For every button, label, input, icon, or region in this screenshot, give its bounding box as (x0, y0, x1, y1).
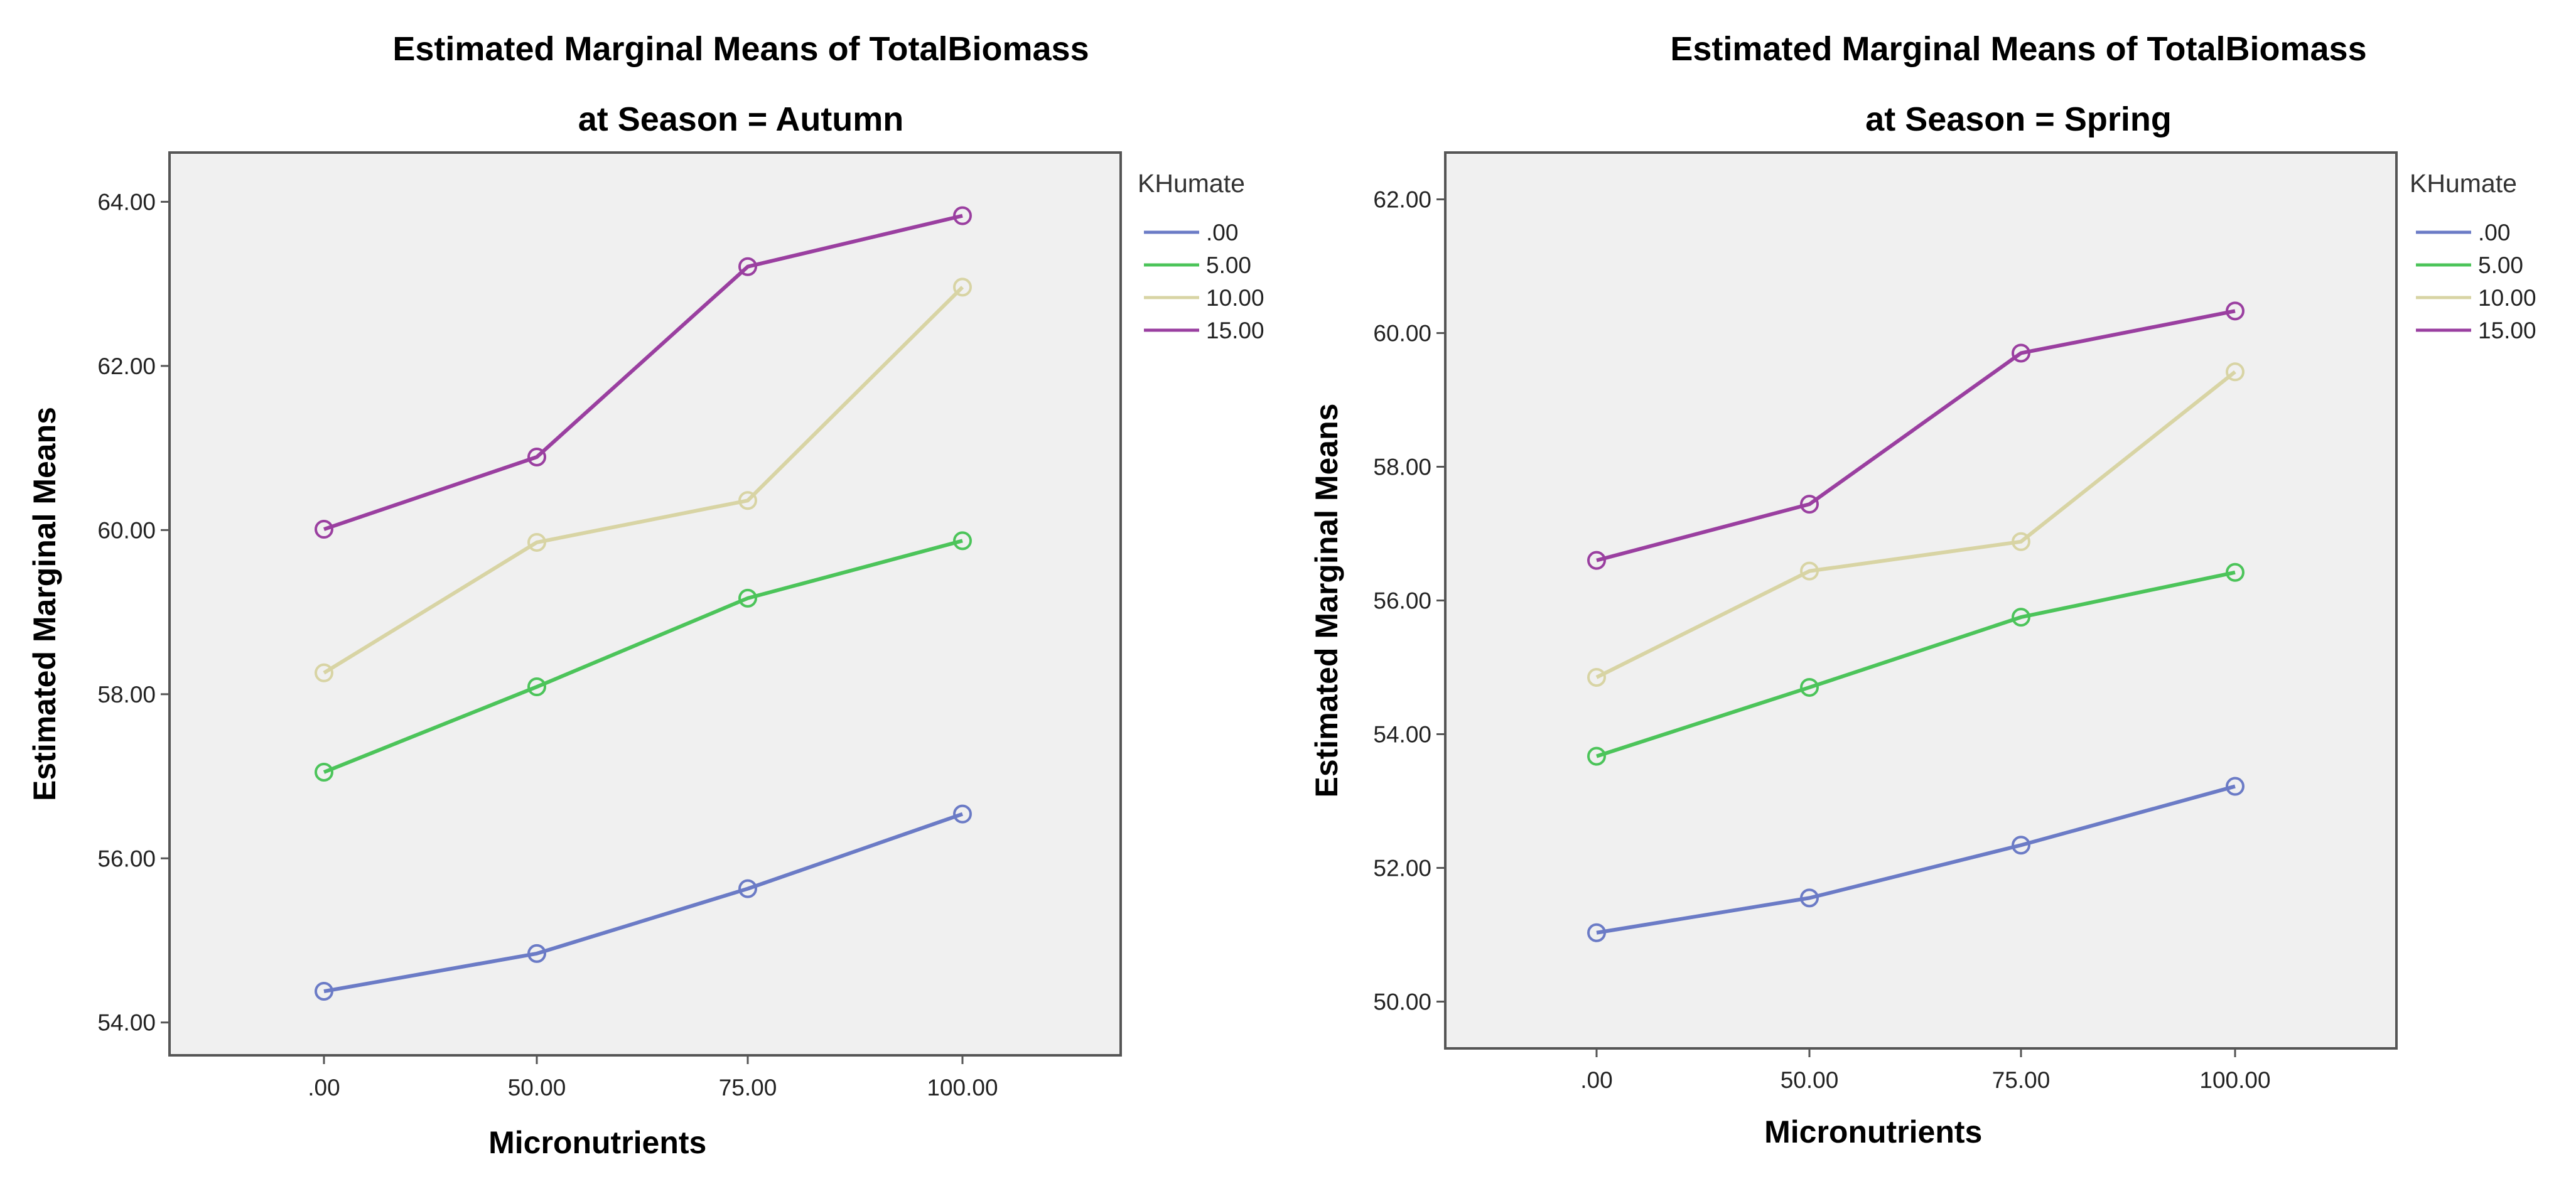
data-point (1587, 923, 1606, 942)
data-point (953, 206, 972, 225)
data-point (527, 447, 546, 466)
data-point (527, 532, 546, 552)
chart-subtitle: at Season = Spring (1865, 100, 2172, 138)
y-axis-title: Estimated Marginal Means (27, 407, 62, 801)
series-line (1596, 309, 2236, 562)
data-point (738, 491, 757, 510)
legend-label: .00 (2478, 220, 2510, 245)
x-tick-label: .00 (308, 1075, 340, 1101)
data-point (315, 982, 333, 1001)
data-point (2012, 608, 2030, 627)
series-p00 (1587, 777, 2245, 942)
plot-area (168, 151, 1122, 1057)
x-tick-label: 75.00 (719, 1075, 777, 1101)
x-tick-label: 50.00 (508, 1075, 566, 1101)
data-point (738, 588, 757, 608)
data-point (315, 762, 333, 782)
chart-title: Estimated Marginal Means of TotalBiomass (1670, 30, 2366, 68)
data-point (315, 520, 333, 539)
legend-label: 5.00 (2478, 252, 2523, 278)
legend-label: .00 (1206, 220, 1238, 245)
y-tick-label: 56.00 (1373, 588, 1431, 614)
data-point (2012, 836, 2030, 855)
plot-area (1444, 151, 2398, 1050)
series-5p00 (1587, 562, 2245, 766)
y-tick-label: 62.00 (1373, 187, 1431, 213)
legend: KHumate .00 5.00 10.00 15.00 (1138, 169, 1264, 343)
data-point (1800, 677, 1819, 697)
chart-spring: Estimated Marginal Means of TotalBiomass… (1309, 30, 2536, 1149)
y-tick-label: 58.00 (1373, 455, 1431, 480)
y-tick-label: 50.00 (1373, 989, 1431, 1014)
legend-label: 15.00 (2478, 318, 2536, 343)
legend-label: 10.00 (1206, 285, 1264, 311)
x-tick-label: 50.00 (1781, 1067, 1839, 1093)
data-point (2226, 777, 2245, 796)
series-line (1596, 570, 2236, 758)
data-point (738, 879, 757, 898)
series-line (323, 812, 963, 993)
data-point (1800, 495, 1819, 514)
series-line (323, 213, 963, 531)
x-tick-label: 75.00 (1992, 1067, 2051, 1093)
data-point (315, 663, 333, 682)
legend-label: 5.00 (1206, 252, 1251, 278)
series-line (323, 539, 963, 774)
data-point (953, 804, 972, 824)
y-tick-label: 58.00 (97, 682, 156, 708)
chart-title: Estimated Marginal Means of TotalBiomass (392, 30, 1089, 68)
legend-label: 10.00 (2478, 285, 2536, 311)
y-tick-label: 62.00 (97, 353, 156, 379)
data-point (738, 257, 757, 276)
series-15p00 (1587, 301, 2245, 570)
chart-subtitle: at Season = Autumn (578, 100, 904, 138)
x-tick-label: 100.00 (927, 1075, 998, 1101)
chart-autumn: Estimated Marginal Means of TotalBiomass… (27, 30, 1264, 1160)
legend-label: 15.00 (1206, 318, 1264, 343)
data-point (1800, 561, 1819, 581)
legend-title: KHumate (1138, 169, 1245, 198)
data-point (2226, 301, 2245, 321)
series-15p00 (315, 206, 972, 539)
data-point (1800, 888, 1819, 908)
data-point (953, 531, 972, 551)
series-10p00 (315, 277, 972, 682)
series-line (1595, 370, 2236, 679)
y-tick-label: 60.00 (97, 517, 156, 543)
series-line (323, 286, 964, 675)
data-point (953, 277, 972, 297)
x-axis-title: Micronutrients (1764, 1114, 1982, 1149)
y-tick-label: 56.00 (97, 846, 156, 871)
data-point (2226, 362, 2245, 382)
data-point (527, 677, 546, 697)
series-10p00 (1587, 362, 2245, 687)
legend-title: KHumate (2410, 169, 2517, 198)
data-point (527, 944, 546, 963)
y-tick-label: 54.00 (1373, 721, 1431, 747)
y-axis-title: Estimated Marginal Means (1309, 404, 1344, 798)
legend: KHumate .00 5.00 10.00 15.00 (2410, 169, 2536, 343)
y-tick-label: 64.00 (97, 189, 156, 215)
data-point (1587, 746, 1606, 766)
data-point (1587, 551, 1606, 570)
series-line (1596, 784, 2236, 935)
y-tick-label: 54.00 (97, 1010, 156, 1036)
data-point (2012, 532, 2030, 551)
x-tick-label: .00 (1580, 1067, 1612, 1093)
y-tick-label: 52.00 (1373, 855, 1431, 881)
series-5p00 (315, 531, 972, 782)
series-p00 (315, 804, 972, 1001)
y-tick-label: 60.00 (1373, 321, 1431, 347)
data-point (1587, 667, 1606, 687)
x-axis-title: Micronutrients (488, 1125, 706, 1160)
data-point (2226, 562, 2245, 582)
data-point (2012, 343, 2030, 363)
x-tick-label: 100.00 (2199, 1067, 2270, 1093)
